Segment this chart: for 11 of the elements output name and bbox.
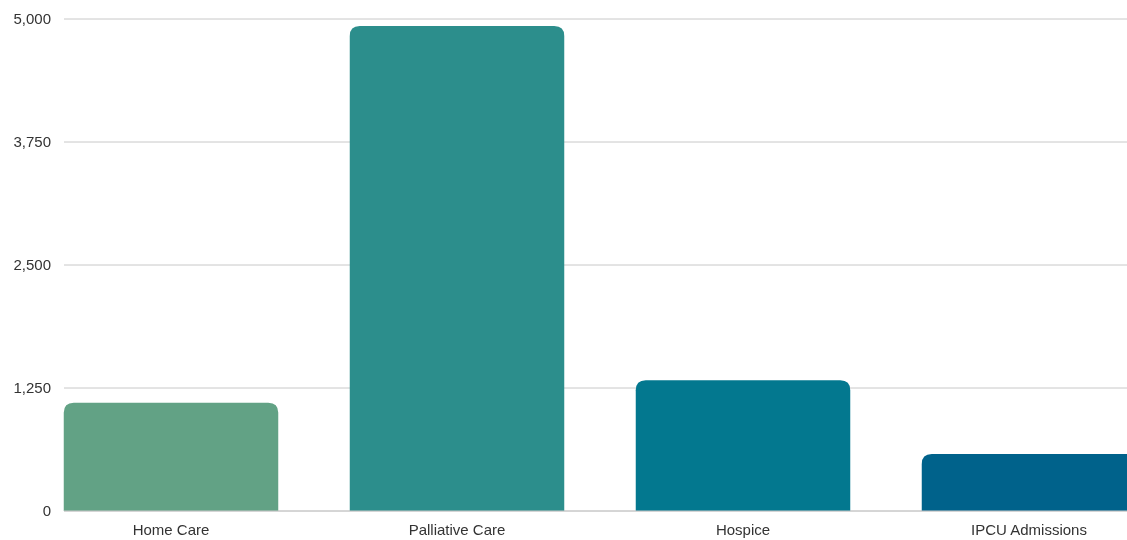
y-tick-label: 2,500 (13, 256, 51, 274)
x-tick-label: IPCU Admissions (971, 521, 1087, 538)
y-tick-label: 3,750 (13, 133, 51, 151)
bar (63, 402, 279, 511)
y-tick-label: 1,250 (13, 379, 51, 397)
y-tick-label: 0 (42, 502, 51, 520)
x-tick-label: Palliative Care (408, 521, 506, 538)
x-tick-label: Hospice (715, 521, 771, 538)
x-tick-label: Home Care (132, 521, 210, 538)
bar (349, 25, 565, 511)
y-tick-label: 5,000 (13, 10, 51, 28)
